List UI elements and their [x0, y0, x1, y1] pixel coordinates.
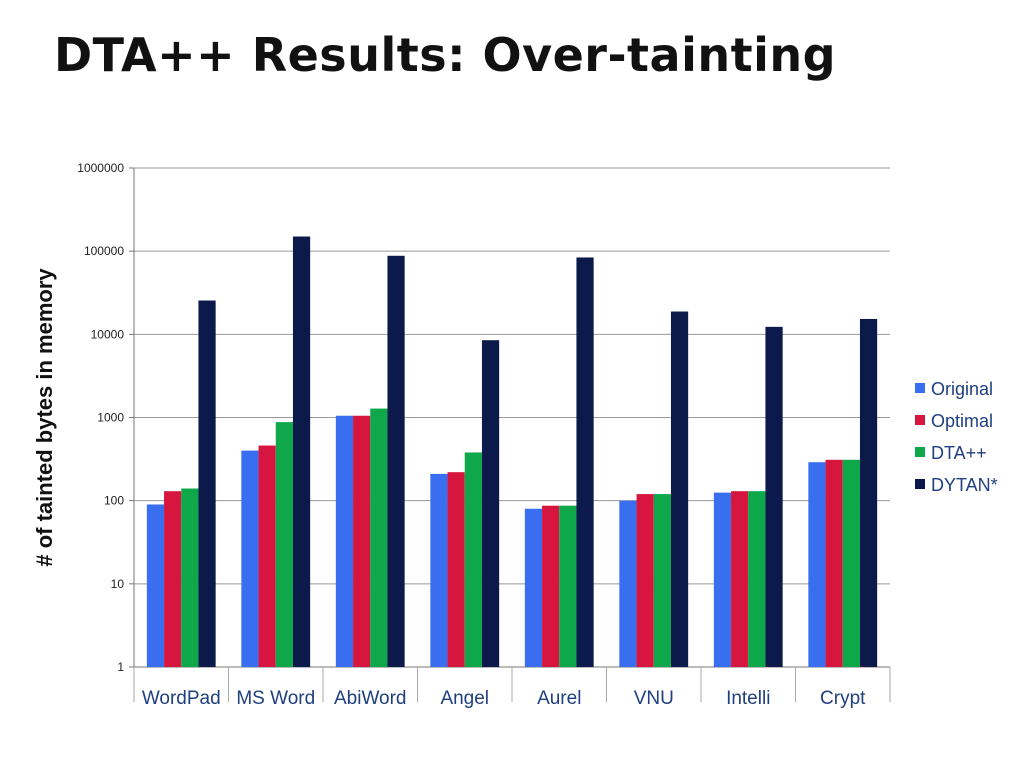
bar-dytan--abiword: [387, 255, 405, 667]
bar-dytan--wordpad: [198, 300, 216, 667]
x-category-label: Angel: [440, 688, 489, 709]
bar-dta--abiword: [370, 408, 388, 667]
bar-optimal-intelli: [731, 491, 749, 667]
bar-dytan--intelli: [765, 326, 783, 667]
bar-dta--ms-word: [275, 422, 293, 667]
y-axis-label: # of tainted bytes in memory: [32, 268, 57, 567]
bar-dytan--angel: [481, 340, 500, 667]
bar-optimal-abiword: [353, 415, 371, 667]
bar-optimal-aurel: [542, 505, 560, 667]
bar-dytan--crypt: [859, 318, 878, 667]
y-tick-label: 100: [104, 494, 124, 508]
bar-dta--vnu: [653, 494, 671, 667]
bar-dytan--aurel: [576, 257, 594, 667]
bar-original-intelli: [713, 492, 732, 667]
bar-optimal-crypt: [825, 459, 843, 667]
bar-optimal-vnu: [636, 494, 654, 667]
bar-original-ms-word: [241, 450, 259, 667]
x-category-label: VNU: [634, 688, 674, 709]
bar-optimal-angel: [447, 472, 465, 667]
x-category-label: Intelli: [726, 688, 770, 709]
y-tick-label: 1000000: [77, 161, 124, 175]
legend-swatch-dta-: [915, 447, 925, 457]
bar-dytan--ms-word: [292, 236, 311, 668]
bar-original-crypt: [808, 462, 826, 667]
legend-swatch-dytan-: [915, 479, 925, 489]
x-category-label: Crypt: [820, 688, 866, 709]
bar-dta--intelli: [748, 491, 766, 667]
bar-optimal-ms-word: [258, 445, 276, 667]
slide-title: DTA++ Results: Over-tainting: [54, 28, 837, 82]
bar-dta--crypt: [842, 459, 860, 667]
bar-original-wordpad: [146, 504, 165, 667]
x-category-label: WordPad: [142, 688, 221, 709]
bar-original-angel: [430, 473, 448, 667]
bar-dta--aurel: [559, 505, 577, 667]
bar-dta--angel: [464, 452, 482, 667]
y-tick-label: 1000: [97, 411, 124, 425]
y-tick-label: 100000: [84, 244, 124, 258]
bar-dytan--vnu: [670, 311, 689, 667]
legend-label: DTA++: [931, 443, 987, 463]
legend-swatch-original: [915, 383, 925, 393]
x-category-label: AbiWord: [334, 688, 407, 709]
y-tick-label: 10: [111, 577, 125, 591]
bar-optimal-wordpad: [164, 491, 182, 667]
y-tick-label: 10000: [91, 327, 125, 341]
legend-label: Optimal: [931, 411, 993, 431]
legend-label: DYTAN*: [931, 475, 998, 495]
y-tick-label: 1: [117, 660, 124, 674]
x-category-label: MS Word: [236, 688, 315, 709]
bar-original-abiword: [335, 415, 354, 667]
bar-dta--wordpad: [181, 488, 199, 667]
bar-original-aurel: [524, 508, 543, 667]
bar-original-vnu: [619, 500, 637, 667]
legend-swatch-optimal: [915, 415, 925, 425]
legend-label: Original: [931, 379, 993, 399]
x-category-label: Aurel: [537, 688, 581, 709]
